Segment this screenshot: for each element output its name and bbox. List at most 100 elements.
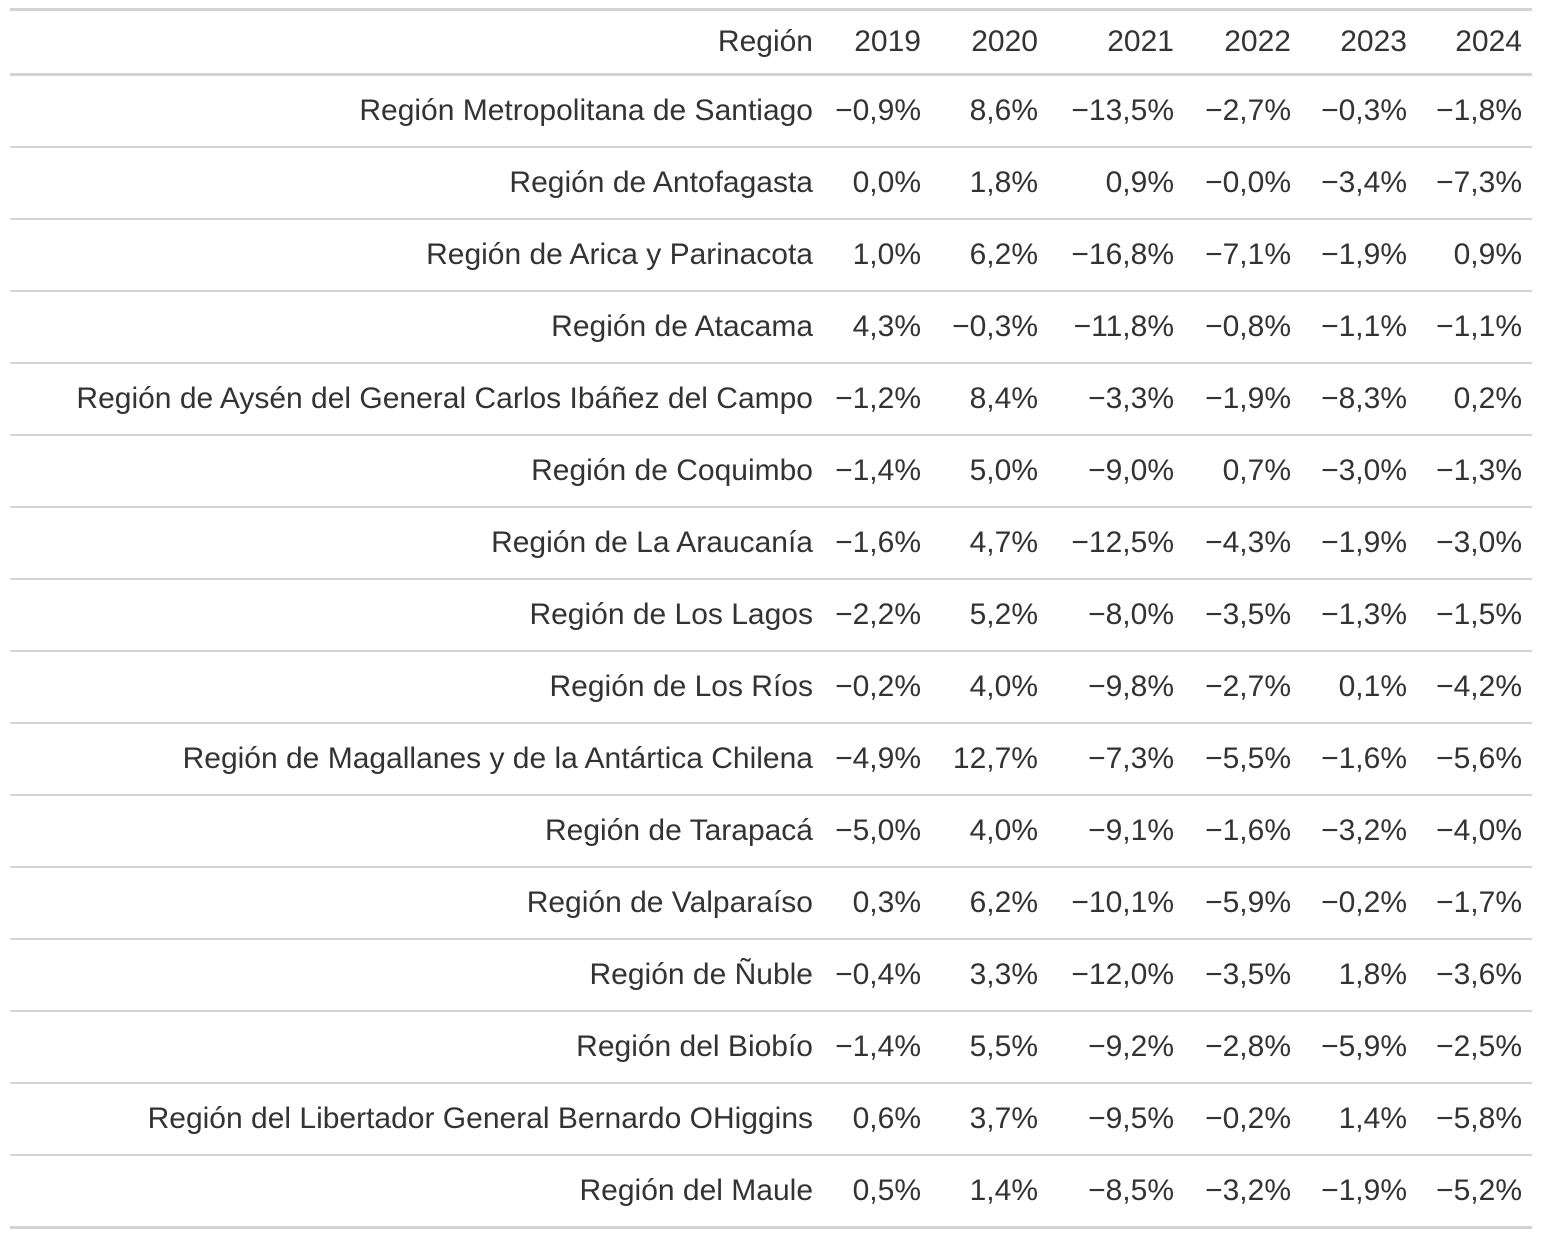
cell-2020: 4,0% (931, 794, 1048, 867)
cell-2023: −3,4% (1301, 146, 1417, 219)
table-row: Región de Los Lagos −2,2% 5,2% −8,0% −3,5% −1… (10, 578, 1532, 651)
cell-2023: 1,8% (1301, 938, 1417, 1011)
cell-2021: −7,3% (1048, 722, 1184, 795)
cell-2023: −1,1% (1301, 290, 1417, 363)
column-header-2023: 2023 (1301, 9, 1417, 76)
cell-2020: 5,2% (931, 578, 1048, 651)
table-row: Región de Antofagasta 0,0% 1,8% 0,9% −0,0% −3… (10, 146, 1532, 219)
cell-2022: −5,9% (1184, 866, 1301, 939)
cell-2019: −0,4% (815, 938, 931, 1011)
cell-2021: −9,2% (1048, 1010, 1184, 1083)
cell-2024: −4,2% (1417, 650, 1532, 723)
cell-2021: −9,8% (1048, 650, 1184, 723)
cell-2022: −2,8% (1184, 1010, 1301, 1083)
cell-2019: 1,0% (815, 218, 931, 291)
cell-2019: −1,6% (815, 506, 931, 579)
cell-2022: −3,5% (1184, 938, 1301, 1011)
header-row: Región 2019 2020 2021 2022 2023 2024 (10, 9, 1532, 76)
cell-region: Región de Atacama (10, 290, 815, 363)
table-row: Región del Biobío −1,4% 5,5% −9,2% −2,8% −5,9… (10, 1010, 1532, 1083)
cell-2023: −1,9% (1301, 1154, 1417, 1228)
cell-2021: 0,9% (1048, 146, 1184, 219)
cell-2022: −1,9% (1184, 362, 1301, 435)
cell-2022: −0,2% (1184, 1082, 1301, 1155)
cell-2019: −2,2% (815, 578, 931, 651)
column-header-2024: 2024 (1417, 9, 1532, 76)
cell-2024: −1,3% (1417, 434, 1532, 507)
cell-region: Región Metropolitana de Santiago (359, 94, 813, 127)
cell-2020: 4,7% (931, 506, 1048, 579)
cell-2022: −2,7% (1205, 94, 1291, 127)
cell-2019: −1,2% (815, 362, 931, 435)
cell-2019: 0,0% (815, 146, 931, 219)
cell-2019: −1,4% (815, 1010, 931, 1083)
column-header-2022: 2022 (1184, 9, 1301, 76)
cell-2023: −5,9% (1301, 1010, 1417, 1083)
cell-region: Región de Arica y Parinacota (10, 218, 815, 291)
table-row: Región de La Araucanía −1,6% 4,7% −12,5% −4,… (10, 506, 1532, 579)
cell-2022: −4,3% (1184, 506, 1301, 579)
cell-2023: −1,9% (1301, 506, 1417, 579)
cell-2021: −11,8% (1048, 290, 1184, 363)
cell-2020: 12,7% (931, 722, 1048, 795)
cell-2023: 1,4% (1301, 1082, 1417, 1155)
cell-2021: −12,5% (1048, 506, 1184, 579)
cell-2020: 6,2% (931, 218, 1048, 291)
cell-2024: −3,6% (1417, 938, 1532, 1011)
cell-2020: 8,6% (969, 94, 1038, 127)
cell-2021: −16,8% (1048, 218, 1184, 291)
cell-2020: 1,8% (931, 146, 1048, 219)
cell-2023: −0,2% (1301, 866, 1417, 939)
cell-2022: −1,6% (1184, 794, 1301, 867)
cell-2022: −3,2% (1184, 1154, 1301, 1228)
cell-2021: −8,0% (1048, 578, 1184, 651)
cell-region: Región del Maule (10, 1154, 815, 1228)
cell-2019: −0,9% (835, 94, 921, 127)
cell-2024: −1,8% (1436, 94, 1522, 127)
cell-2023: −1,9% (1301, 218, 1417, 291)
cell-2022: −5,5% (1184, 722, 1301, 795)
table-row: Región de Arica y Parinacota 1,0% 6,2% −16,… (10, 218, 1532, 291)
cell-region: Región del Libertador General Bernardo O… (10, 1082, 815, 1155)
cell-2024: −7,3% (1417, 146, 1532, 219)
cell-region: Región de Valparaíso (10, 866, 815, 939)
cell-2022: −3,5% (1184, 578, 1301, 651)
cell-region: Región de Aysén del General Carlos Ibáñe… (10, 362, 815, 435)
cell-2021: −8,5% (1048, 1154, 1184, 1228)
table-row: Región de Los Ríos −0,2% 4,0% −9,8% −2,7% 0,1… (10, 650, 1532, 723)
column-header-2020: 2020 (931, 9, 1048, 76)
cell-region: Región de Antofagasta (10, 146, 815, 219)
cell-2019: −4,9% (815, 722, 931, 795)
cell-2023: −0,3% (1321, 94, 1407, 127)
cell-2024: −5,2% (1417, 1154, 1532, 1228)
cell-2020: 3,7% (931, 1082, 1048, 1155)
table-body: Región Metropolitana de Santiago −0,9% 8,6… (10, 75, 1532, 1228)
cell-2023: −3,0% (1301, 434, 1417, 507)
table-row: Región del Maule 0,5% 1,4% −8,5% −3,2% −1,9% −… (10, 1154, 1532, 1228)
cell-2022: −0,0% (1184, 146, 1301, 219)
cell-region: Región de Coquimbo (10, 434, 815, 507)
cell-2024: −5,8% (1417, 1082, 1532, 1155)
table-row: Región de Atacama 4,3% −0,3% −11,8% −0,8% −1,… (10, 290, 1532, 363)
cell-2020: 8,4% (931, 362, 1048, 435)
table-row: Región de Coquimbo −1,4% 5,0% −9,0% 0,7% −3,0… (10, 434, 1532, 507)
cell-2019: 0,5% (815, 1154, 931, 1228)
cell-2020: 5,5% (931, 1010, 1048, 1083)
cell-2021: −9,0% (1048, 434, 1184, 507)
cell-2024: −3,0% (1417, 506, 1532, 579)
cell-2023: −8,3% (1301, 362, 1417, 435)
table-row: Región Metropolitana de Santiago −0,9% 8,6… (10, 75, 1532, 148)
region-change-table: Región 2019 2020 2021 2022 2023 2024 Reg… (10, 8, 1532, 1229)
table-row: Región de Aysén del General Carlos Ibáñe… (10, 362, 1532, 435)
cell-region: Región de La Araucanía (10, 506, 815, 579)
cell-region: Región de Ñuble (10, 938, 815, 1011)
table-row: Región del Libertador General Bernardo O… (10, 1082, 1532, 1155)
data-table-container: Región 2019 2020 2021 2022 2023 2024 Reg… (10, 8, 1532, 1229)
cell-2021: −9,1% (1048, 794, 1184, 867)
cell-2023: 0,1% (1301, 650, 1417, 723)
cell-region: Región de Los Ríos (10, 650, 815, 723)
table-row: Región de Tarapacá −5,0% 4,0% −9,1% −1,6% −3,… (10, 794, 1532, 867)
cell-2024: −1,7% (1417, 866, 1532, 939)
cell-2023: −3,2% (1301, 794, 1417, 867)
cell-region: Región de Tarapacá (10, 794, 815, 867)
